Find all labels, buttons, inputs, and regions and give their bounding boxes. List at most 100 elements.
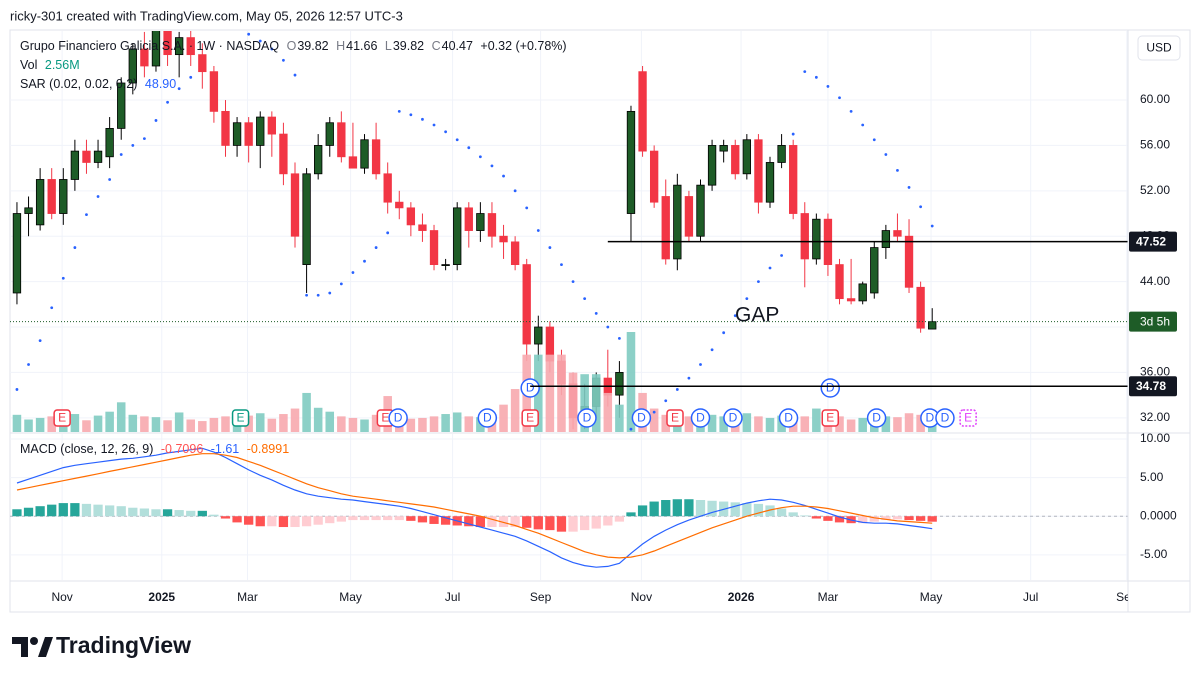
event-icon (723, 408, 743, 428)
volume-bar (371, 414, 381, 432)
histogram-bar (336, 516, 346, 522)
legend-value: 39.82 (392, 39, 425, 53)
candle-body (24, 207, 33, 214)
volume-bar (290, 408, 300, 432)
signal-value: -0.8991 (246, 442, 290, 456)
candle-body (256, 116, 265, 146)
histogram-bar (811, 516, 821, 519)
x-tick-label: 2026 (728, 590, 755, 604)
volume-bar (116, 402, 126, 432)
sar-dot (467, 146, 471, 150)
candle-body (626, 110, 636, 214)
time-axis: Nov 2025 Mar May Jul Sep Nov 2026 Mar May Jul Sep (51, 590, 1128, 604)
sar-dot (710, 348, 714, 352)
sar-dot (849, 109, 853, 113)
header: ricky-301 created with TradingView.com, … (10, 8, 403, 23)
event-label: D (826, 381, 835, 395)
volume-bar (302, 392, 311, 432)
event-icon (577, 408, 597, 428)
volume-bar (916, 414, 925, 432)
sar-dot (780, 254, 783, 257)
volume-bar (557, 354, 566, 432)
sar-dot (768, 266, 772, 270)
candle-body (789, 145, 798, 214)
sar-dot (305, 293, 308, 297)
sar-dot (525, 206, 529, 210)
event-icon (520, 378, 540, 398)
sar-dot (757, 280, 760, 284)
candle-body (314, 145, 323, 175)
candle-body (835, 264, 844, 300)
sar-dot (872, 138, 876, 142)
event-label: D (941, 411, 950, 425)
event-icon (388, 408, 408, 428)
sar-dot (733, 314, 737, 318)
candle-body (510, 241, 520, 265)
sar-dot (374, 246, 378, 249)
histogram-bar (915, 516, 926, 521)
legend-key: L (384, 39, 392, 53)
currency-box[interactable] (1137, 35, 1181, 61)
event-icon (521, 409, 539, 427)
y-tick-label: 56.00 (1140, 138, 1170, 152)
histogram-bar (406, 516, 416, 521)
signal-line (16, 453, 933, 559)
volume-bar (684, 416, 694, 432)
histogram-bar (58, 503, 68, 517)
histogram-bar (556, 516, 567, 532)
histogram-bar (23, 507, 34, 517)
candle-body (707, 145, 717, 186)
legend-row: Grupo Financiero Galicia S.A. · 1W · NAS… (20, 37, 571, 56)
event-label: E (671, 411, 679, 425)
sar-dot (583, 297, 587, 301)
x-tick-label: Mar (818, 590, 839, 604)
histogram-bar (672, 499, 682, 517)
volume-bar (35, 417, 45, 432)
volume-bar (47, 416, 56, 432)
candle-body (893, 230, 902, 237)
x-tick-label: Nov (51, 590, 72, 604)
legend-key: O (286, 39, 297, 53)
volume-bar (464, 416, 474, 432)
volume-bar (418, 417, 427, 432)
candle-body (684, 196, 694, 237)
volume-bar (82, 420, 91, 432)
candle-body (418, 224, 427, 231)
sar-dot (131, 144, 135, 147)
histogram-bar (684, 499, 694, 517)
sar-dot (293, 73, 297, 77)
histogram-bar (70, 503, 80, 517)
histogram-bar (186, 510, 196, 517)
sar-dot (189, 75, 193, 79)
histogram-bar (545, 516, 555, 531)
candle-body (151, 31, 161, 67)
candle-body (615, 372, 624, 396)
event-label: D (526, 381, 535, 395)
volume-bar (452, 412, 462, 432)
sar-dot (803, 70, 807, 74)
y-tick-label: -5.00 (1140, 547, 1168, 561)
event-label: E (58, 411, 66, 425)
histogram-bar (220, 516, 231, 519)
candle-body (82, 150, 91, 163)
candle-body (441, 264, 450, 266)
volume-bar (661, 414, 671, 432)
candle-body (337, 122, 346, 158)
histogram-bar (139, 508, 150, 517)
sar-dot (363, 259, 366, 263)
sar-dot (722, 331, 726, 335)
event-label: D (696, 411, 705, 425)
histogram-bar (429, 516, 439, 524)
volume-bar (580, 374, 589, 432)
histogram-bar (498, 516, 509, 528)
volume-bar (325, 411, 335, 432)
histogram-bar (116, 506, 126, 517)
x-tick-label: Nov (631, 590, 652, 604)
volume-bar (348, 417, 358, 432)
sar-dot (50, 306, 54, 310)
histogram-bar (301, 516, 312, 527)
candle-body (661, 196, 670, 260)
sar-dot (27, 363, 30, 366)
sar-dot (664, 399, 668, 403)
candle-body (140, 48, 149, 67)
